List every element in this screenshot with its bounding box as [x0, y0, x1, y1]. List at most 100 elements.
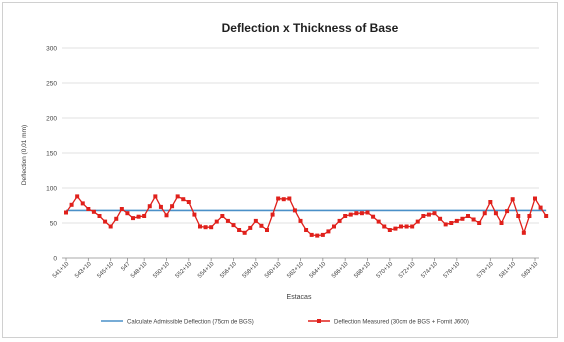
data-point	[415, 219, 420, 224]
data-point	[510, 197, 515, 202]
x-tick-label: 572+10	[398, 261, 417, 280]
chart-frame: Deflection x Thickness of Base Deflectio…	[2, 2, 558, 338]
grid-lines	[62, 47, 539, 259]
data-point	[97, 214, 102, 218]
data-point	[198, 224, 202, 229]
data-point	[432, 211, 437, 216]
data-point	[175, 194, 180, 199]
data-point	[376, 219, 381, 224]
data-point	[326, 229, 331, 234]
data-point	[181, 197, 186, 202]
data-point	[209, 225, 214, 230]
legend-label-2: Deflection Measured (30cm de BGS + Forni…	[334, 319, 469, 325]
data-point	[220, 214, 225, 218]
chart-title: Deflection x Thickness of Base	[222, 21, 399, 35]
x-tick-label: 550+10	[152, 261, 171, 280]
data-point	[125, 211, 130, 216]
data-point	[147, 204, 152, 209]
data-point	[443, 222, 448, 227]
x-tick-label: 579+10	[476, 261, 495, 280]
data-point	[533, 196, 537, 201]
data-point	[80, 201, 85, 206]
data-point	[153, 194, 158, 199]
data-point	[354, 211, 359, 216]
data-point	[460, 216, 465, 221]
data-point	[359, 211, 364, 216]
data-point	[499, 221, 504, 225]
y-tick-label: 250	[46, 81, 57, 88]
data-point	[421, 214, 426, 218]
data-point	[538, 205, 543, 210]
data-point	[158, 204, 163, 209]
data-point	[142, 214, 147, 218]
data-point	[516, 214, 521, 218]
data-point	[337, 218, 342, 223]
data-point	[505, 209, 510, 214]
data-point	[454, 218, 459, 223]
data-point	[242, 230, 247, 235]
x-tick-label: 568+10	[353, 261, 372, 280]
data-point	[64, 210, 68, 215]
data-point	[493, 211, 498, 216]
data-point	[192, 212, 197, 217]
data-point	[131, 216, 135, 221]
x-tick-label: 541+10	[52, 261, 71, 280]
data-point	[404, 224, 409, 229]
data-point	[393, 226, 398, 231]
x-tick-label: 552+10	[175, 261, 194, 280]
y-axis-label: Deflection (0,01 mm)	[21, 125, 28, 185]
data-point	[170, 204, 175, 209]
x-tick-label: 583+10	[521, 261, 540, 280]
data-point	[86, 207, 91, 211]
data-point	[471, 217, 476, 222]
y-tick-label: 150	[46, 151, 57, 158]
data-point	[119, 207, 124, 211]
legend: Calculate Admissible Deflection (75cm de…	[101, 319, 469, 325]
data-point	[332, 224, 336, 229]
x-tick-label: 558+10	[242, 261, 261, 280]
data-point	[304, 228, 309, 232]
line-chart: Deflection x Thickness of Base Deflectio…	[21, 21, 549, 325]
data-point	[265, 228, 269, 232]
x-tick-label: 545+10	[97, 261, 116, 280]
data-point	[287, 196, 292, 201]
data-point	[438, 216, 443, 221]
data-point	[281, 197, 286, 202]
x-tick-label: 562+10	[286, 261, 305, 280]
data-point	[309, 232, 314, 237]
x-tick-label: 574+10	[420, 261, 439, 280]
legend-marker-2	[317, 319, 321, 323]
data-point	[136, 214, 141, 219]
x-tick-label: 576+10	[443, 261, 462, 280]
data-point	[348, 212, 353, 217]
data-point	[114, 216, 119, 221]
y-tick-label: 200	[46, 116, 57, 123]
x-tick-label: 548+10	[130, 261, 149, 280]
data-point	[477, 221, 482, 225]
data-point	[466, 214, 470, 218]
data-point	[371, 214, 376, 219]
data-point	[426, 212, 431, 217]
data-point	[320, 232, 325, 237]
data-point	[259, 223, 264, 228]
data-point	[186, 200, 191, 204]
data-point	[315, 233, 320, 238]
data-point	[203, 225, 208, 230]
y-tick-label: 50	[50, 221, 58, 228]
data-point	[69, 202, 74, 207]
x-tick-label: 554+10	[197, 261, 216, 280]
x-tick-label: 570+10	[376, 261, 395, 280]
x-tick-label: 564+10	[309, 261, 328, 280]
data-point	[343, 214, 348, 218]
y-tick-label: 100	[46, 186, 57, 193]
data-point	[382, 224, 387, 229]
data-point	[387, 228, 392, 232]
data-point	[225, 218, 230, 223]
data-point	[449, 221, 454, 225]
x-tick-label: 547	[121, 261, 133, 273]
data-point	[276, 196, 281, 201]
x-tick-label: 566+10	[331, 261, 350, 280]
data-point	[488, 200, 493, 204]
x-axis-label: Estacas	[287, 294, 312, 301]
